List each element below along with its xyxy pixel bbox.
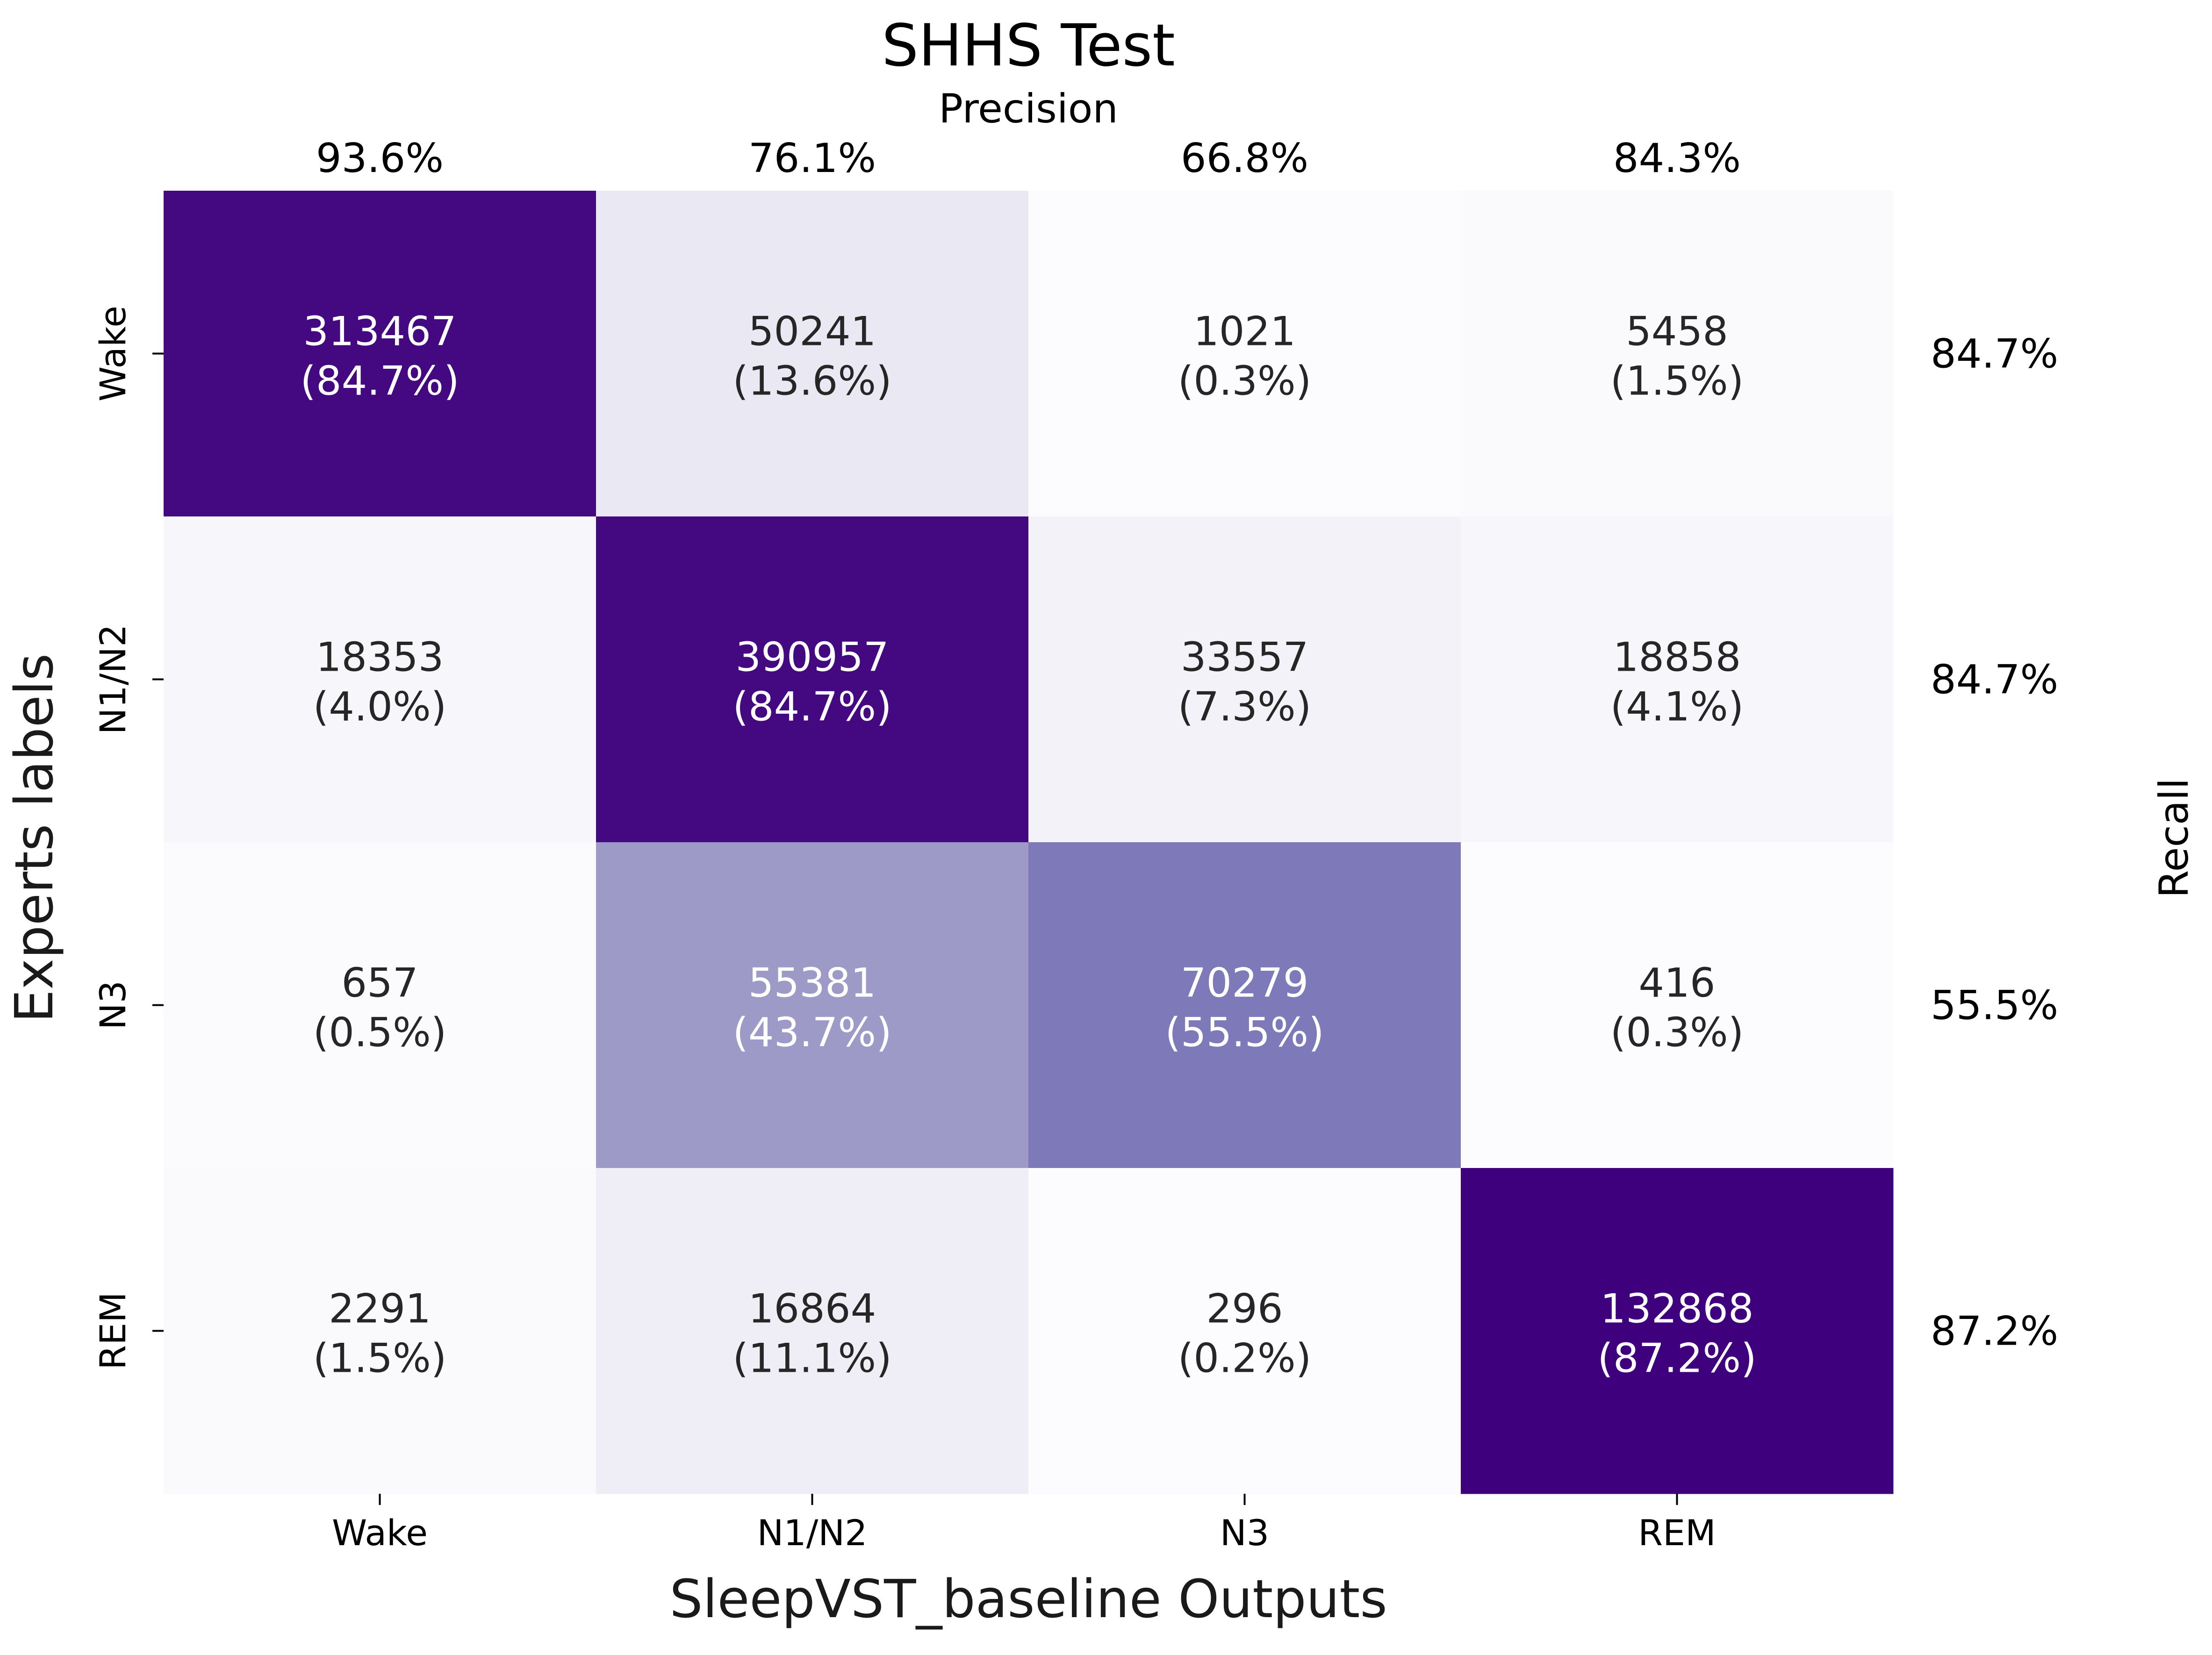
cell-count-label: 132868 — [1600, 1286, 1753, 1333]
cell-percent-label: (7.3%) — [1178, 684, 1312, 731]
precision-value: 84.3% — [1613, 135, 1741, 182]
recall-value: 84.7% — [1931, 331, 2058, 378]
cell-percent-label: (87.2%) — [1597, 1335, 1756, 1382]
heatmap-cell-n1-n2-rem — [1461, 516, 1894, 843]
recall-heading: Recall — [2151, 778, 2198, 898]
cell-percent-label: (1.5%) — [313, 1335, 447, 1382]
heatmap-cell-wake-n3 — [1028, 191, 1461, 517]
cell-percent-label: (1.5%) — [1610, 358, 1744, 405]
heatmap-cell-n1-n2-n1-n2 — [596, 516, 1029, 843]
chart-labels: SHHS Test Precision SleepVST_baseline Ou… — [4, 12, 2198, 1630]
y-tick-label: REM — [92, 1292, 134, 1369]
cell-percent-label: (11.1%) — [733, 1335, 891, 1382]
recall-value: 84.7% — [1931, 657, 2058, 703]
heatmap-cell-wake-rem — [1461, 191, 1894, 517]
chart-title: SHHS Test — [882, 12, 1175, 79]
cell-count-label: 55381 — [748, 960, 876, 1007]
cell-percent-label: (84.7%) — [733, 684, 891, 731]
precision-heading: Precision — [939, 86, 1118, 132]
cell-count-label: 296 — [1206, 1286, 1283, 1333]
cell-count-label: 5458 — [1626, 308, 1728, 355]
cell-percent-label: (0.3%) — [1610, 1010, 1744, 1056]
heatmap-cell-rem-wake — [164, 1168, 596, 1494]
axis-ticks: 93.6% 76.1% 66.8% 84.3% 84.7% 84.7% 55.5% 87.2%… — [92, 135, 2058, 1554]
cell-percent-label: (0.5%) — [313, 1010, 447, 1056]
recall-value: 87.2% — [1931, 1308, 2058, 1355]
heatmap-cell-n1-n2-n3 — [1028, 516, 1461, 843]
cell-percent-label: (84.7%) — [300, 358, 459, 405]
cell-count-label: 1021 — [1193, 308, 1296, 355]
cell-count-label: 313467 — [303, 308, 456, 355]
cell-count-label: 16864 — [748, 1286, 876, 1333]
x-tick-label: N3 — [1220, 1512, 1269, 1554]
heatmap-cell-wake-wake — [164, 191, 596, 517]
y-tick-label: N1/N2 — [92, 624, 134, 734]
heatmap-cell-n3-n3 — [1028, 842, 1461, 1168]
heatmap-cell-rem-rem — [1461, 1168, 1894, 1494]
cell-count-label: 33557 — [1181, 634, 1309, 681]
cell-percent-label: (4.0%) — [313, 684, 447, 731]
heatmap-cell-rem-n3 — [1028, 1168, 1461, 1494]
heatmap-cells: 313467(84.7%)50241(13.6%)1021(0.3%)5458(… — [164, 191, 1894, 1494]
cell-count-label: 18858 — [1613, 634, 1741, 681]
cell-percent-label: (43.7%) — [733, 1010, 891, 1056]
y-axis-title: Experts labels — [4, 653, 65, 1023]
cell-count-label: 70279 — [1181, 960, 1309, 1007]
cell-percent-label: (55.5%) — [1165, 1010, 1324, 1056]
y-tick-label: N3 — [92, 981, 134, 1030]
heatmap-cell-n3-wake — [164, 842, 596, 1168]
cell-count-label: 416 — [1638, 960, 1715, 1007]
cell-count-label: 18353 — [316, 634, 444, 681]
heatmap-cell-n3-n1-n2 — [596, 842, 1029, 1168]
cell-percent-label: (13.6%) — [733, 358, 891, 405]
recall-value: 55.5% — [1931, 982, 2058, 1029]
cell-count-label: 2291 — [329, 1286, 431, 1333]
cell-percent-label: (4.1%) — [1610, 684, 1744, 731]
cell-percent-label: (0.2%) — [1178, 1335, 1312, 1382]
heatmap-cell-n1-n2-wake — [164, 516, 596, 843]
heatmap-cell-n3-rem — [1461, 842, 1894, 1168]
heatmap-cell-rem-n1-n2 — [596, 1168, 1029, 1494]
precision-value: 76.1% — [748, 135, 876, 182]
cell-count-label: 390957 — [735, 634, 889, 681]
precision-value: 66.8% — [1181, 135, 1308, 182]
cell-count-label: 50241 — [748, 308, 876, 355]
cell-count-label: 657 — [341, 960, 418, 1007]
cell-percent-label: (0.3%) — [1178, 358, 1312, 405]
x-axis-title: SleepVST_baseline Outputs — [669, 1569, 1387, 1630]
x-tick-label: REM — [1638, 1512, 1716, 1554]
heatmap-cell-wake-n1-n2 — [596, 191, 1029, 517]
y-tick-label: Wake — [92, 306, 134, 401]
x-tick-label: N1/N2 — [757, 1512, 867, 1554]
x-tick-label: Wake — [332, 1512, 428, 1554]
precision-value: 93.6% — [316, 135, 444, 182]
